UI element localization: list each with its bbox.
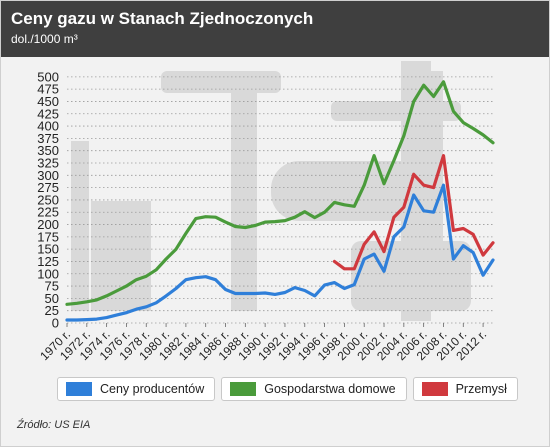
- series-line-households: [65, 80, 495, 306]
- y-tick-label: 475: [37, 82, 59, 97]
- chart-unit-subtitle: dol./1000 m³: [11, 32, 78, 46]
- y-tick-label: 450: [37, 94, 59, 109]
- source-note: Źródło: US EIA: [17, 419, 91, 431]
- y-tick-label: 425: [37, 106, 59, 121]
- y-tick-label: 400: [37, 119, 59, 134]
- series-line-industry: [332, 154, 495, 271]
- y-tick-label: 300: [37, 168, 59, 183]
- y-tick-label: 350: [37, 143, 59, 158]
- y-tick-label: 275: [37, 180, 59, 195]
- y-tick-label: 325: [37, 156, 59, 171]
- chart-legend: Ceny producentów Gospodarstwa domowe Prz…: [57, 377, 518, 401]
- legend-item-households: Gospodarstwa domowe: [221, 377, 407, 401]
- y-tick-label: 500: [37, 69, 59, 84]
- y-tick-label: 100: [37, 266, 59, 281]
- y-tick-label: 0: [52, 316, 59, 331]
- y-tick-label: 75: [45, 279, 59, 294]
- series-line-producers: [65, 183, 495, 322]
- legend-label-producers: Ceny producentów: [100, 382, 205, 396]
- y-tick-label: 50: [45, 291, 59, 306]
- legend-label-households: Gospodarstwa domowe: [264, 382, 396, 396]
- legend-swatch-industry: [421, 382, 448, 396]
- y-tick-label: 200: [37, 217, 59, 232]
- y-tick-label: 375: [37, 131, 59, 146]
- chart-title: Ceny gazu w Stanach Zjednoczonych: [11, 9, 314, 28]
- y-tick-label: 125: [37, 254, 59, 269]
- line-chart: 0255075100125150175200225250275300325350…: [37, 69, 495, 363]
- legend-item-industry: Przemysł: [412, 377, 518, 401]
- y-tick-label: 225: [37, 205, 59, 220]
- y-tick-label: 25: [45, 303, 59, 318]
- y-tick-label: 175: [37, 229, 59, 244]
- y-tick-label: 250: [37, 192, 59, 207]
- legend-item-producers: Ceny producentów: [57, 377, 216, 401]
- y-tick-label: 150: [37, 242, 59, 257]
- legend-swatch-households: [230, 382, 257, 396]
- legend-label-industry: Przemysł: [455, 382, 507, 396]
- legend-swatch-producers: [66, 382, 92, 396]
